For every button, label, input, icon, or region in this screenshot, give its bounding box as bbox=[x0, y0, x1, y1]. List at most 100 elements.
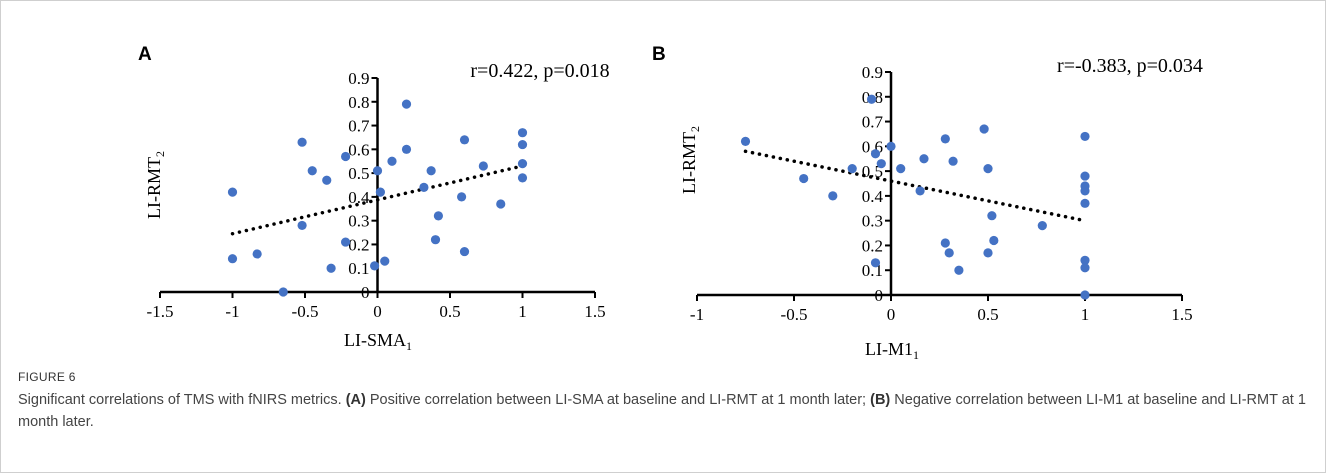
panel-b-data-point bbox=[1080, 186, 1090, 196]
caption-intro: Significant correlations of TMS with fNI… bbox=[18, 392, 342, 408]
panel-a-data-point bbox=[326, 263, 336, 273]
panel-a-data-point bbox=[419, 182, 429, 192]
panel-a-x-axis-label: LI-SMA1 bbox=[344, 330, 412, 353]
panel-b-y-tick-label: 0.3 bbox=[862, 212, 883, 231]
panel-a-y-tick-label: 0.7 bbox=[348, 117, 370, 136]
panel-b-data-point bbox=[944, 248, 954, 258]
panel-b-correlation-annotation: r=-0.383, p=0.034 bbox=[1057, 55, 1203, 77]
panel-a-data-point bbox=[401, 99, 412, 109]
panel-b-y-tick-label: 0.4 bbox=[862, 187, 884, 206]
panel-b-x-tick-label: 1 bbox=[1081, 305, 1090, 324]
panel-a-data-point bbox=[372, 166, 383, 176]
panel-a-data-point bbox=[341, 151, 351, 162]
panel-a-y-tick-label: 0 bbox=[361, 283, 370, 302]
panel-a-y-tick-label: 0.3 bbox=[348, 212, 369, 231]
panel-b-data-point bbox=[886, 141, 896, 151]
panel-a-x-tick-label: 1 bbox=[518, 302, 527, 321]
panel-a-letter: A bbox=[138, 44, 152, 65]
panel-a-data-point bbox=[478, 161, 488, 171]
panel-a-y-tick-label: 0.8 bbox=[348, 93, 369, 112]
panel-b-y-tick-label: 0.9 bbox=[862, 63, 883, 82]
panel-a-data-point bbox=[307, 166, 317, 176]
panel-a-x-tick-label: 0 bbox=[373, 302, 382, 321]
panel-b-y-tick-label: 0.7 bbox=[862, 113, 884, 132]
panel-a-data-point bbox=[322, 175, 332, 185]
panel-b-data-point bbox=[847, 164, 857, 174]
panel-a-x-tick-label: 0.5 bbox=[439, 302, 460, 321]
panel-b-data-point bbox=[1080, 171, 1090, 181]
panel-b-data-point bbox=[919, 154, 929, 164]
panel-a-data-point bbox=[387, 156, 397, 166]
panel-a-data-point bbox=[252, 249, 262, 259]
panel-a-data-point bbox=[227, 187, 238, 197]
panel-a-correlation-annotation: r=0.422, p=0.018 bbox=[470, 60, 609, 82]
panel-b-data-point bbox=[896, 164, 906, 174]
panel-a-y-tick-label: 0.1 bbox=[348, 259, 369, 278]
panel-b-x-tick-label: -0.5 bbox=[781, 305, 808, 324]
caption-a-tag: (A) bbox=[345, 392, 366, 408]
panel-a-data-point bbox=[426, 166, 436, 176]
panel-a-data-point bbox=[459, 135, 470, 145]
caption-b-text: Negative correlation between LI-M1 at ba… bbox=[18, 392, 1306, 430]
panel-b-data-point bbox=[1080, 198, 1090, 208]
panel-a-data-point bbox=[496, 199, 506, 209]
panel-b-data-point bbox=[876, 159, 886, 169]
chart-a: -1.5 -1 -0.5 0 0.5 1 1.5 0 0.1 0.2 0.3 0.4 0.5 0.6 0.7… bbox=[144, 60, 610, 353]
panel-a-y-tick-label: 0.4 bbox=[348, 188, 370, 207]
panel-b-data-point bbox=[1080, 290, 1090, 300]
panel-a-data-point bbox=[297, 137, 307, 147]
panel-b-data-point bbox=[1037, 221, 1047, 231]
panel-a-x-tick-label: -1.5 bbox=[147, 302, 174, 321]
panel-a-y-axis-label: LI-RMT2 bbox=[144, 151, 167, 219]
figure-caption: Significant correlations of TMS with fNI… bbox=[18, 389, 1308, 433]
panel-b-y-tick-label: 0.5 bbox=[862, 162, 883, 181]
panel-a-y-tick-label: 0.2 bbox=[348, 235, 369, 254]
panel-b-data-point bbox=[940, 134, 950, 144]
panel-b-data-point bbox=[989, 235, 999, 246]
panel-b-data-point bbox=[987, 211, 997, 221]
panel-b-y-tick-label: 0 bbox=[875, 286, 884, 305]
panel-b-data-point bbox=[828, 191, 838, 201]
panel-a-y-tick-label: 0.6 bbox=[348, 140, 369, 159]
panel-b-x-tick-label: 0 bbox=[887, 305, 896, 324]
panel-a-data-point bbox=[370, 261, 380, 271]
panel-b-data-point bbox=[948, 156, 958, 166]
panel-b-data-point bbox=[940, 238, 950, 248]
caption-a-text: Positive correlation between LI-SMA at b… bbox=[369, 392, 867, 408]
panel-a-data-point bbox=[297, 220, 307, 231]
panel-b-y-tick-label: 0.2 bbox=[862, 236, 883, 255]
panel-a-data-point bbox=[227, 254, 238, 264]
panel-b-x-tick-label: -1 bbox=[690, 305, 704, 324]
panel-a-data-point bbox=[375, 187, 385, 197]
panel-a-x-tick-label: -1 bbox=[225, 302, 239, 321]
panel-b-data-point bbox=[870, 149, 881, 159]
panel-a-data-point bbox=[341, 237, 351, 247]
panel-b-data-point bbox=[1080, 131, 1090, 142]
panel-b-data-point bbox=[870, 258, 881, 268]
panel-a-y-tick-label: 0.5 bbox=[348, 164, 369, 183]
panel-a-trendline bbox=[230, 164, 525, 236]
panel-a-x-tick-label: 1.5 bbox=[584, 302, 605, 321]
panel-b-data-point bbox=[954, 265, 964, 275]
panel-b-data-point bbox=[983, 248, 993, 258]
panel-b-y-axis-label: LI-RMT2 bbox=[679, 126, 702, 194]
panel-a-data-point bbox=[278, 287, 288, 297]
panel-b-x-axis-label: LI-M11 bbox=[865, 339, 919, 362]
panel-b-data-point bbox=[915, 186, 925, 196]
panel-a-data-point bbox=[517, 128, 528, 138]
chart-b: -1-0.500.511.500.10.20.30.40.50.60.70.80… bbox=[679, 55, 1203, 362]
panel-b-data-point bbox=[1080, 263, 1090, 273]
panel-a-data-point bbox=[433, 211, 443, 221]
panel-a-data-point bbox=[401, 144, 412, 154]
figure-label: FIGURE 6 bbox=[18, 370, 76, 384]
panel-b-x-tick-label: 0.5 bbox=[977, 305, 998, 324]
panel-a-data-point bbox=[517, 159, 528, 169]
panel-a-data-point bbox=[430, 235, 441, 245]
panel-b-data-point bbox=[979, 124, 989, 134]
panel-a-data-point bbox=[517, 173, 528, 183]
panel-b-letter: B bbox=[652, 44, 666, 65]
panel-a-data-point bbox=[380, 256, 390, 266]
panel-b-data-point bbox=[1080, 255, 1090, 265]
panel-a-data-point bbox=[457, 192, 467, 202]
